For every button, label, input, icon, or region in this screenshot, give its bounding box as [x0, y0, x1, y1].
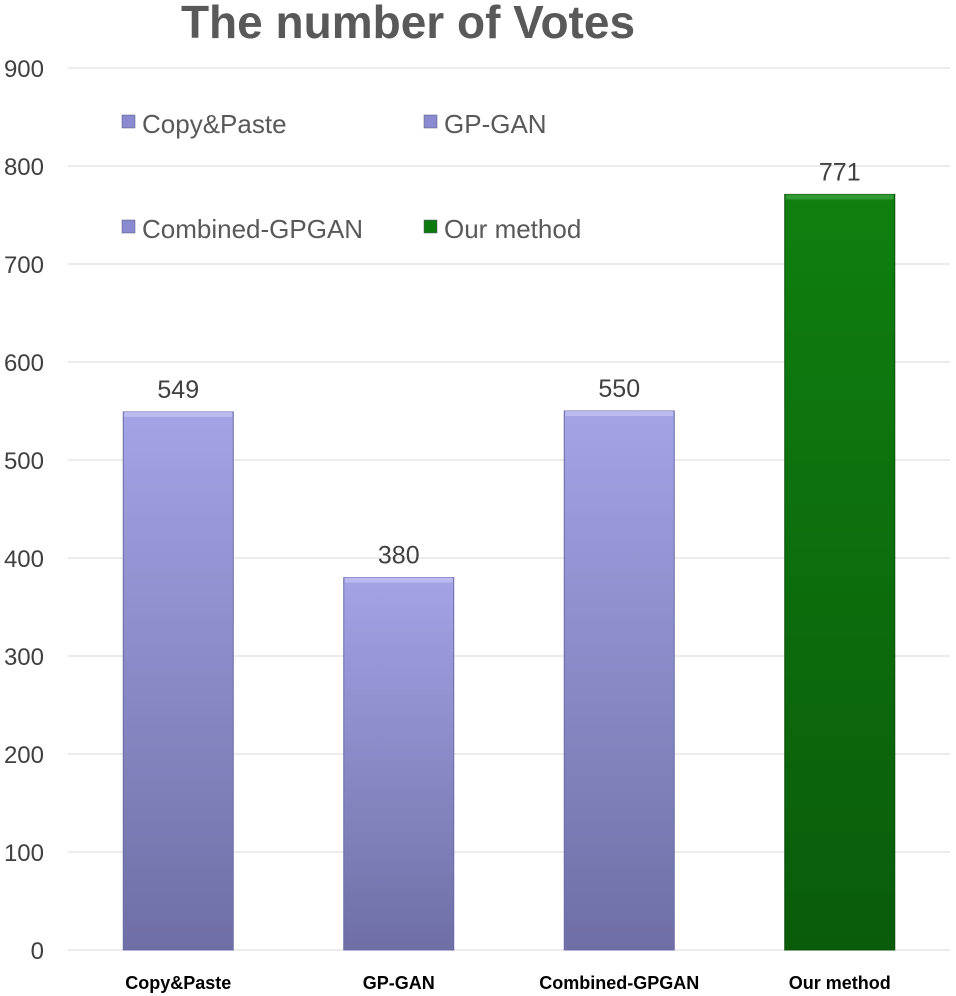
- y-tick-label-200: 200: [4, 742, 44, 769]
- bar-top-highlight: [785, 194, 894, 200]
- data-label-copy-paste: 549: [157, 376, 199, 404]
- bar-our-method: [784, 193, 896, 951]
- bars: [122, 193, 896, 951]
- legend-swatch-our-method: [423, 219, 438, 234]
- y-axis-ticks: 0 100 200 300 400 500 600 700 800 900: [4, 56, 44, 965]
- bar-top-highlight: [565, 411, 674, 416]
- legend-swatch-combined-gpgan: [121, 219, 136, 234]
- x-tick-label-copy-paste: Copy&Paste: [125, 973, 231, 993]
- y-tick-label-900: 900: [4, 56, 44, 83]
- chart-title: The number of Votes: [181, 0, 635, 48]
- bar-copy-paste: [122, 411, 234, 951]
- y-tick-label-0: 0: [31, 938, 44, 965]
- legend-swatch-copy-paste: [121, 114, 136, 129]
- y-tick-label-500: 500: [4, 448, 44, 475]
- y-tick-label-100: 100: [4, 840, 44, 867]
- data-label-combined-gpgan: 550: [598, 375, 640, 403]
- data-label-our-method: 771: [819, 158, 861, 186]
- y-tick-label-700: 700: [4, 252, 44, 279]
- x-tick-label-combined-gpgan: Combined-GPGAN: [539, 973, 699, 993]
- y-tick-label-300: 300: [4, 644, 44, 671]
- y-tick-label-400: 400: [4, 546, 44, 573]
- data-label-gp-gan: 380: [378, 542, 420, 570]
- legend: Copy&Paste GP-GAN Combined-GPGAN Our method: [121, 109, 581, 244]
- y-tick-label-600: 600: [4, 350, 44, 377]
- bar-top-highlight: [344, 577, 453, 583]
- bar-combined-gpgan: [563, 410, 675, 951]
- legend-label-gp-gan: GP-GAN: [444, 109, 547, 139]
- x-tick-label-gp-gan: GP-GAN: [363, 973, 435, 993]
- x-tick-label-our-method: Our method: [789, 973, 891, 993]
- bar-gp-gan: [343, 577, 455, 951]
- y-tick-label-800: 800: [4, 154, 44, 181]
- bar-top-highlight: [124, 411, 233, 417]
- legend-label-copy-paste: Copy&Paste: [142, 109, 287, 139]
- x-axis-ticks: Copy&Paste GP-GAN Combined-GPGAN Our method: [125, 973, 891, 993]
- data-labels: 549 380 550 771: [157, 158, 860, 569]
- legend-label-combined-gpgan: Combined-GPGAN: [142, 214, 363, 244]
- legend-label-our-method: Our method: [444, 214, 581, 244]
- legend-swatch-gp-gan: [423, 114, 438, 129]
